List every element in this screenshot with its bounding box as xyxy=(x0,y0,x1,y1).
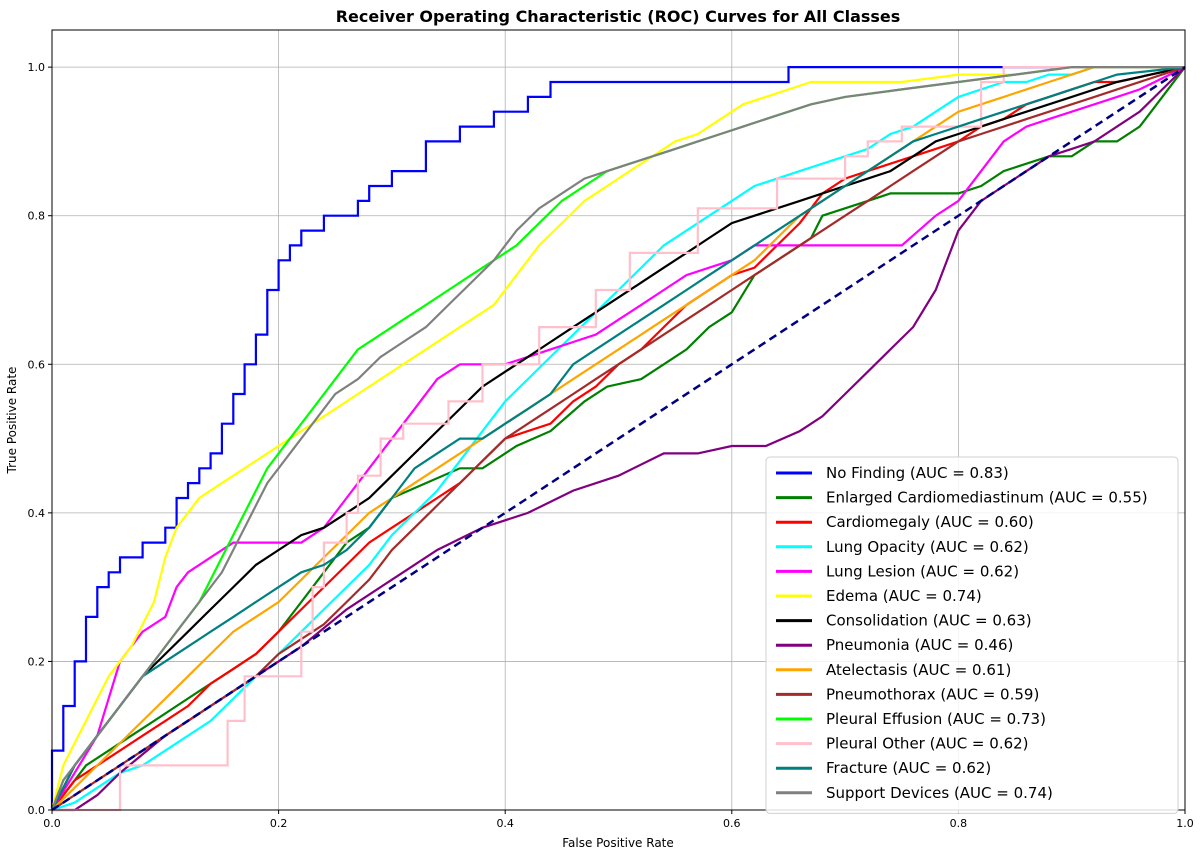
y-tick-label: 0.8 xyxy=(28,210,46,223)
legend-label-13: Support Devices (AUC = 0.74) xyxy=(826,784,1053,802)
roc-curve-11 xyxy=(52,65,1185,812)
legend-label-8: Atelectasis (AUC = 0.61) xyxy=(826,661,1011,679)
roc-curve-8 xyxy=(51,65,1185,811)
legend-label-6: Consolidation (AUC = 0.63) xyxy=(826,612,1032,630)
legend-label-5: Edema (AUC = 0.74) xyxy=(826,587,982,605)
legend-label-1: Enlarged Cardiomediastinum (AUC = 0.55) xyxy=(826,489,1148,507)
legend-label-4: Lung Lesion (AUC = 0.62) xyxy=(826,562,1019,580)
legend-label-2: Cardiomegaly (AUC = 0.60) xyxy=(826,513,1034,531)
x-tick-label: 0.6 xyxy=(723,817,741,830)
x-tick-label: 0.2 xyxy=(270,817,288,830)
x-tick-label: 0.0 xyxy=(43,817,61,830)
legend-label-9: Pneumothorax (AUC = 0.59) xyxy=(826,685,1039,703)
x-axis-ticks: 0.0 0.2 0.4 0.6 0.8 1.0 xyxy=(43,810,1194,830)
legend: No Finding (AUC = 0.83) Enlarged Cardiome… xyxy=(765,456,1179,814)
legend-label-10: Pleural Effusion (AUC = 0.73) xyxy=(826,710,1046,728)
chart-title: Receiver Operating Characteristic (ROC) … xyxy=(336,7,901,26)
legend-label-7: Pneumonia (AUC = 0.46) xyxy=(826,636,1013,654)
legend-label-0: No Finding (AUC = 0.83) xyxy=(826,464,1009,482)
roc-curves xyxy=(50,65,1186,812)
y-tick-label: 0.4 xyxy=(28,507,46,520)
legend-label-11: Pleural Other (AUC = 0.62) xyxy=(826,735,1029,753)
y-tick-label: 0.0 xyxy=(28,804,46,817)
roc-curve-5 xyxy=(50,65,1185,811)
legend-label-12: Fracture (AUC = 0.62) xyxy=(826,759,991,777)
x-tick-label: 0.4 xyxy=(496,817,514,830)
x-tick-label: 0.8 xyxy=(950,817,968,830)
y-tick-label: 0.2 xyxy=(28,655,46,668)
y-axis-ticks: 0.0 0.2 0.4 0.6 0.8 1.0 xyxy=(28,61,52,817)
y-axis-label: True Positive Rate xyxy=(5,367,19,475)
x-tick-label: 1.0 xyxy=(1176,817,1194,830)
roc-curve-12 xyxy=(51,66,1186,811)
legend-box xyxy=(765,456,1179,814)
roc-curve-1 xyxy=(51,66,1186,811)
x-axis-label: False Positive Rate xyxy=(562,836,674,850)
roc-curve-4 xyxy=(51,66,1186,811)
y-tick-label: 0.6 xyxy=(28,358,46,371)
y-tick-label: 1.0 xyxy=(28,61,46,74)
plot-frame xyxy=(51,29,1186,811)
roc-curve-13 xyxy=(50,65,1185,811)
roc-curve-9 xyxy=(51,66,1186,811)
chance-diagonal-line xyxy=(51,66,1186,812)
roc-curve-0 xyxy=(50,65,1185,810)
legend-label-3: Lung Opacity (AUC = 0.62) xyxy=(826,538,1029,556)
